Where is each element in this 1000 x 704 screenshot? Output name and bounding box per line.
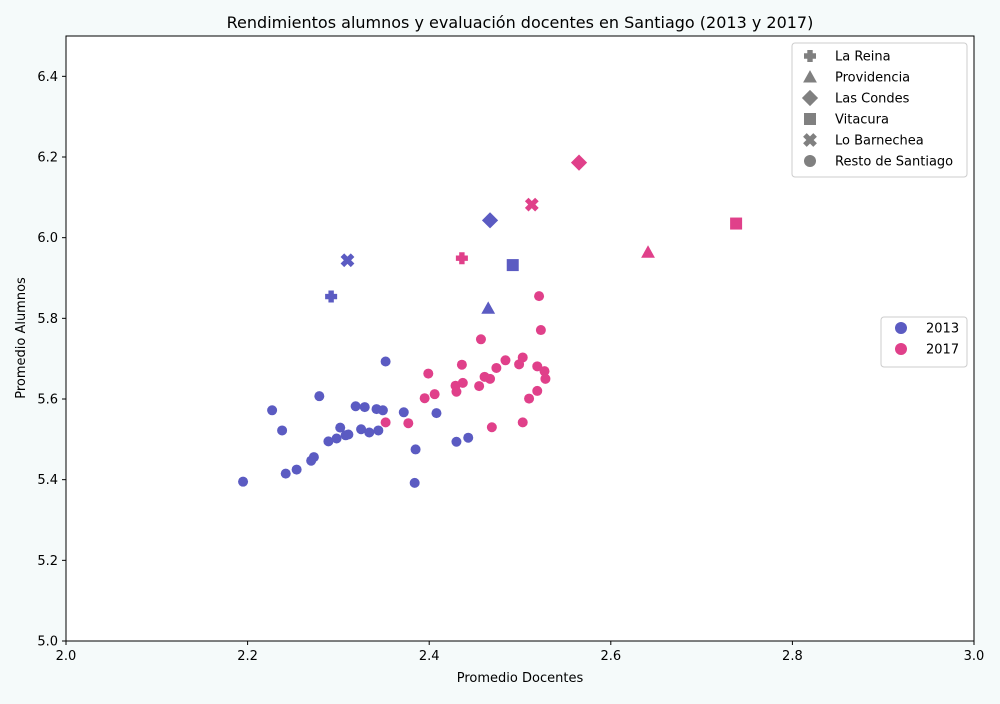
point-2017-resto-de-santiago <box>485 373 496 384</box>
point-2013-resto-de-santiago <box>359 402 370 413</box>
point-2013-resto-de-santiago <box>356 424 367 435</box>
point-2017-resto-de-santiago <box>524 393 535 404</box>
point-2013-providencia <box>481 301 496 314</box>
point-2013-resto-de-santiago <box>238 476 249 487</box>
point-2013-resto-de-santiago <box>308 452 319 463</box>
point-2013-resto-de-santiago <box>431 408 442 419</box>
legend-marker-x <box>803 133 817 147</box>
y-tick-label: 6.4 <box>37 70 58 85</box>
y-tick-label: 5.0 <box>37 635 58 650</box>
point-2017-resto-de-santiago <box>456 359 467 370</box>
y-tick-label: 5.8 <box>37 312 58 327</box>
point-2013-resto-de-santiago <box>451 436 462 447</box>
x-axis: 2.0 2.2 2.4 2.6 2.8 3.0 <box>56 641 985 664</box>
point-2017-resto-de-santiago <box>532 361 543 372</box>
point-2017-resto-de-santiago <box>500 355 511 366</box>
y-tick-label: 6.2 <box>37 151 58 166</box>
legend-marker-diamond <box>801 89 819 107</box>
point-2013-vitacura <box>506 259 519 272</box>
legend-year-label: 2013 <box>926 322 959 337</box>
y-axis-label: Promedio Alumnos <box>14 277 29 399</box>
point-2013-resto-de-santiago <box>277 425 288 436</box>
legend-marker-plus <box>804 50 816 62</box>
point-2017-vitacura <box>730 217 743 230</box>
point-2013-resto-de-santiago <box>380 356 391 367</box>
legend-label: Resto de Santiago <box>835 155 953 170</box>
point-2017-resto-de-santiago <box>535 325 546 336</box>
point-2017-la-reina <box>455 252 468 265</box>
point-2013-resto-de-santiago <box>409 477 420 488</box>
point-2013-resto-de-santiago <box>350 401 361 412</box>
point-2017-las-condes <box>570 154 588 171</box>
point-2013-la-reina <box>325 290 338 303</box>
x-tick-label: 2.8 <box>782 649 803 664</box>
point-2013-resto-de-santiago <box>335 422 346 433</box>
point-2017-resto-de-santiago <box>423 368 434 379</box>
point-2017-resto-de-santiago <box>517 417 528 428</box>
point-2017-resto-de-santiago <box>429 389 440 400</box>
point-2013-las-condes <box>481 212 499 229</box>
legend-marker-triangle <box>803 70 817 83</box>
chart-title: Rendimientos alumnos y evaluación docent… <box>227 13 814 32</box>
point-2017-resto-de-santiago <box>419 393 430 404</box>
point-2013-resto-de-santiago <box>280 468 291 479</box>
y-tick-label: 5.4 <box>37 473 58 488</box>
y-tick-label: 6.0 <box>37 231 58 246</box>
point-2017-resto-de-santiago <box>532 385 543 396</box>
legend-year-marker <box>895 343 907 355</box>
legend-marker-square <box>804 113 816 125</box>
point-2017-resto-de-santiago <box>539 366 550 377</box>
x-tick-label: 2.4 <box>419 649 440 664</box>
legend-label: Providencia <box>835 71 910 86</box>
y-tick-label: 5.2 <box>37 554 58 569</box>
legend-communes: La Reina Providencia Las Condes Vitacura Lo … <box>791 42 968 178</box>
legend-years: 2013 2017 <box>880 316 968 368</box>
legend-year-marker <box>895 322 907 334</box>
legend-label: La Reina <box>835 50 891 65</box>
legend-label: Lo Barnechea <box>835 134 924 149</box>
point-2013-resto-de-santiago <box>410 444 421 455</box>
point-2017-resto-de-santiago <box>380 417 391 428</box>
point-2017-resto-de-santiago <box>491 362 502 373</box>
point-2013-resto-de-santiago <box>343 429 354 440</box>
point-2017-resto-de-santiago <box>457 377 468 388</box>
point-2017-resto-de-santiago <box>403 418 414 429</box>
point-2017-resto-de-santiago <box>474 381 485 392</box>
legend-year-label: 2017 <box>926 343 959 358</box>
x-axis-label: Promedio Docentes <box>457 671 584 686</box>
point-2017-resto-de-santiago <box>540 373 551 384</box>
point-2017-providencia <box>641 245 655 258</box>
legend-marker-circle <box>804 155 816 167</box>
point-2013-resto-de-santiago <box>373 425 384 436</box>
point-2017-lo-barnechea <box>524 197 539 212</box>
point-2013-resto-de-santiago <box>314 391 325 402</box>
legend-label: Las Condes <box>835 92 910 107</box>
legend-communes-box <box>791 42 968 178</box>
point-2013-resto-de-santiago <box>398 407 409 418</box>
point-2013-resto-de-santiago <box>463 432 474 443</box>
point-2013-lo-barnechea <box>340 253 355 268</box>
point-2017-resto-de-santiago <box>534 291 545 302</box>
data-points <box>238 154 743 488</box>
point-2017-resto-de-santiago <box>475 334 486 345</box>
point-2013-resto-de-santiago <box>377 405 388 416</box>
x-tick-label: 2.6 <box>600 649 621 664</box>
x-tick-label: 2.2 <box>237 649 258 664</box>
point-2013-resto-de-santiago <box>323 436 334 447</box>
x-tick-label: 3.0 <box>964 649 985 664</box>
point-2013-resto-de-santiago <box>364 427 375 438</box>
point-2017-resto-de-santiago <box>451 386 462 397</box>
y-axis: 5.0 5.2 5.4 5.6 5.8 6.0 6.2 6.4 <box>37 70 66 650</box>
legend-label: Vitacura <box>835 113 889 128</box>
y-tick-label: 5.6 <box>37 393 58 408</box>
point-2013-resto-de-santiago <box>267 405 278 416</box>
x-tick-label: 2.0 <box>56 649 77 664</box>
point-2013-resto-de-santiago <box>331 433 342 444</box>
plot-frame <box>65 35 975 642</box>
point-2013-resto-de-santiago <box>291 464 302 475</box>
point-2017-resto-de-santiago <box>517 352 528 363</box>
point-2017-resto-de-santiago <box>486 422 497 433</box>
